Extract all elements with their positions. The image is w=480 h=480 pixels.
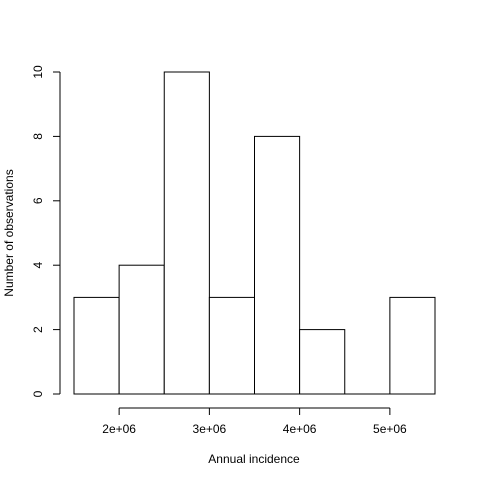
y-tick-label: 6 [31,197,45,204]
histogram-bar-5 [254,135,301,395]
y-tick-label: 8 [31,133,45,140]
histogram-bar-2 [118,264,165,395]
histogram-bar-1 [73,296,120,395]
y-tick-label: 0 [31,390,45,397]
y-tick-label: 4 [31,262,45,269]
x-tick-label: 2e+06 [102,422,136,436]
histogram-bar-4 [208,296,255,395]
histogram-bars [73,71,436,395]
histogram-bar-3 [163,71,210,395]
y-tick-label: 2 [31,326,45,333]
x-axis: 2e+06 3e+06 4e+06 5e+06 [102,407,407,436]
y-axis: 0 2 4 6 8 10 [31,65,61,397]
x-tick-label: 4e+06 [283,422,317,436]
x-tick-label: 5e+06 [373,422,407,436]
histogram-bar-6 [299,329,346,395]
x-axis-label: Annual incidence [208,452,300,466]
x-tick-label: 3e+06 [193,422,227,436]
histogram-bar-8 [389,296,436,395]
y-tick-label: 10 [31,65,45,79]
y-axis-label: Number of observations [2,169,16,296]
